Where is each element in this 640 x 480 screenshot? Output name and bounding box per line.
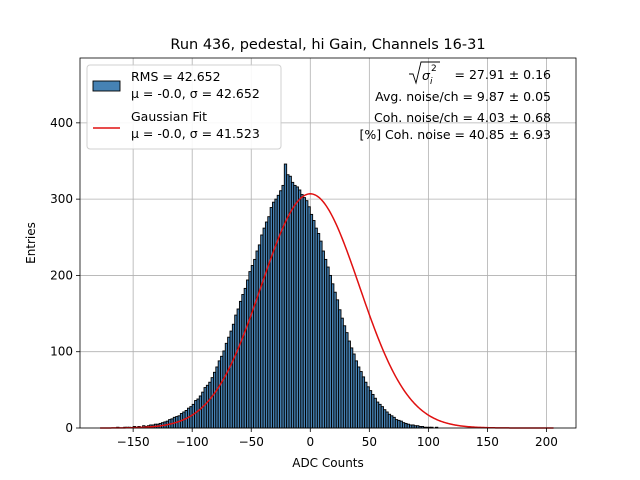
sigma-i-subscript: i	[430, 77, 433, 87]
noise-annotations: σ 2 i = 27.91 ± 0.16 Avg. noise/ch = 9.8…	[359, 61, 552, 142]
x-tick-label: 150	[476, 435, 499, 449]
legend-sublabel-fit: μ = -0.0, σ = 41.523	[131, 126, 260, 141]
legend-sublabel-histogram: μ = -0.0, σ = 42.652	[131, 86, 260, 101]
axis-ticks: −150 −100 −50 0 50 100 150 200 0 100 200 300 400	[50, 116, 558, 449]
x-tick-label: 100	[417, 435, 440, 449]
histogram-bars	[116, 163, 439, 429]
y-tick-label: 200	[50, 268, 73, 282]
y-axis-label: Entries	[24, 222, 38, 264]
sigma-i-annotation: σ 2 i = 27.91 ± 0.16	[409, 61, 552, 87]
x-tick-label: 50	[362, 435, 377, 449]
y-tick-label: 300	[50, 192, 73, 206]
x-tick-label: 200	[535, 435, 558, 449]
sigma-i-symbol: σ	[422, 68, 431, 83]
legend-label-fit: Gaussian Fit	[131, 109, 207, 124]
legend: RMS = 42.652 μ = -0.0, σ = 42.652 Gaussi…	[86, 64, 282, 150]
plot-frame	[79, 57, 577, 429]
coh-noise-percent-annotation: [%] Coh. noise = 40.85 ± 6.93	[359, 127, 551, 142]
gaussian-fit-line	[100, 193, 554, 429]
sigma-i-superscript: 2	[431, 64, 437, 74]
y-tick-label: 100	[50, 345, 73, 359]
legend-frame	[86, 64, 282, 150]
y-tick-label: 0	[65, 421, 73, 435]
x-tick-label: 0	[306, 435, 314, 449]
chart-title: Run 436, pedestal, hi Gain, Channels 16-…	[170, 37, 485, 53]
x-axis-label: ADC Counts	[292, 456, 364, 470]
y-tick-label: 400	[50, 116, 73, 130]
legend-swatch-histogram	[92, 80, 121, 92]
x-tick-label: −150	[117, 435, 150, 449]
sigma-i-value: = 27.91 ± 0.16	[455, 67, 552, 82]
x-tick-label: −50	[239, 435, 264, 449]
sqrt-symbol	[409, 61, 440, 85]
coh-noise-annotation: Coh. noise/ch = 4.03 ± 0.68	[374, 110, 551, 125]
legend-label-histogram: RMS = 42.652	[131, 69, 221, 84]
x-tick-label: −100	[176, 435, 209, 449]
avg-noise-annotation: Avg. noise/ch = 9.87 ± 0.05	[375, 89, 551, 104]
